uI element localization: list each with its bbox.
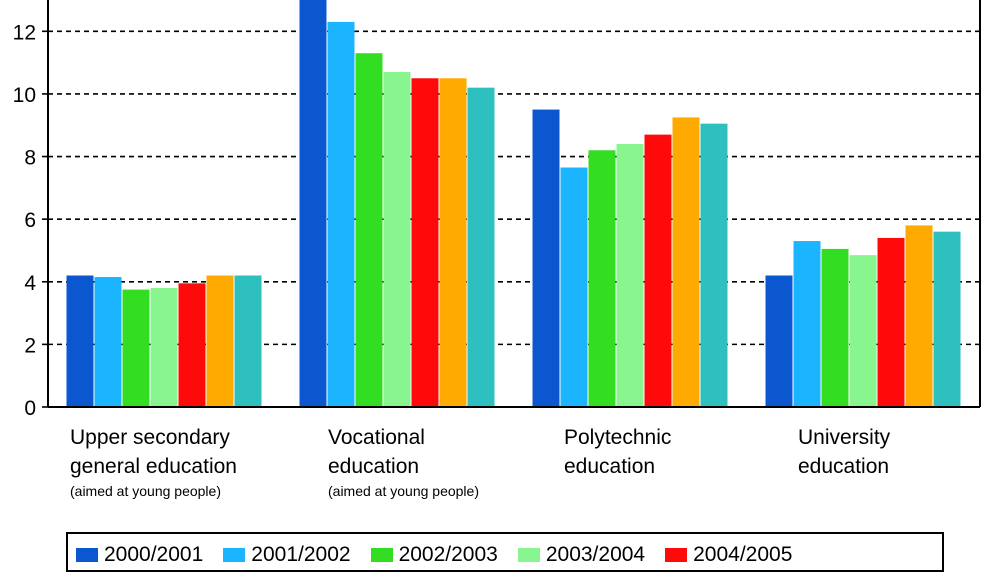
- y-tick-label: 8: [24, 147, 36, 170]
- y-tick-label: 10: [13, 84, 36, 107]
- bar-2006-2007-cat4: [933, 231, 961, 407]
- y-tick-label: 12: [13, 21, 36, 44]
- bar-2003-2004-cat4: [849, 255, 877, 407]
- bar-2002-2003-cat3: [588, 150, 616, 407]
- x-category-label: Polytechnic education: [564, 423, 671, 481]
- category-note: (aimed at young people): [328, 483, 479, 499]
- bar-2005-2006-cat2: [439, 78, 467, 408]
- y-tick-label: 6: [24, 209, 36, 232]
- legend-label: 2004/2005: [693, 543, 793, 566]
- legend: 2000/2001 2001/2002 2002/2003 2003/2004 2004…: [66, 532, 944, 572]
- category-line2: education: [328, 455, 420, 478]
- bar-2006-2007-cat1: [234, 275, 262, 407]
- legend-swatch: [665, 548, 688, 562]
- category-line1: Vocational: [328, 426, 425, 449]
- category-line1: University: [798, 426, 891, 449]
- category-note: (aimed at young people): [70, 483, 221, 499]
- bar-2002-2003-cat1: [122, 289, 150, 407]
- x-category-label: University education: [798, 423, 890, 481]
- bar-2002-2003-cat4: [821, 248, 849, 407]
- legend-item: 2002/2003: [370, 543, 498, 566]
- legend-item: 2001/2002: [223, 543, 351, 566]
- legend-swatch: [76, 548, 98, 562]
- bar-2001-2002-cat1: [94, 277, 122, 407]
- category-line1: Polytechnic: [564, 426, 672, 449]
- bar-2000-2001-cat1: [66, 275, 94, 407]
- bar-2006-2007-cat3: [700, 123, 728, 408]
- bar-2000-2001-cat3: [532, 109, 560, 408]
- category-line2: education: [564, 455, 656, 478]
- legend-label: 2000/2001: [104, 543, 204, 566]
- legend-label: 2003/2004: [545, 543, 646, 566]
- category-line2: general education: [70, 455, 237, 478]
- bar-2003-2004-cat2: [383, 72, 411, 407]
- bar-2001-2002-cat2: [327, 21, 355, 408]
- bar-2005-2006-cat1: [206, 275, 234, 407]
- category-line1: Upper secondary: [70, 426, 230, 449]
- bar-2004-2005-cat1: [178, 283, 206, 407]
- legend-label: 2002/2003: [398, 543, 498, 566]
- y-tick-label: 0: [24, 397, 36, 420]
- bar-2004-2005-cat3: [644, 134, 672, 407]
- y-tick-label: 4: [24, 272, 36, 295]
- bars: [66, 0, 961, 408]
- bar-2006-2007-cat2: [467, 87, 495, 408]
- bar-2004-2005-cat4: [877, 237, 905, 407]
- legend-swatch: [370, 548, 393, 562]
- category-line2: education: [798, 455, 890, 478]
- x-category-label: Vocational education (aimed at young peopl…: [328, 423, 479, 501]
- axes: 0 2 4 6 8 10 12: [13, 0, 981, 420]
- legend-item: 2003/2004: [517, 543, 646, 566]
- legend-label: 2001/2002: [251, 543, 351, 566]
- bar-2001-2002-cat3: [560, 167, 588, 407]
- bar-2003-2004-cat3: [616, 144, 644, 407]
- y-tick-label: 2: [24, 334, 36, 357]
- bar-2000-2001-cat2: [299, 0, 327, 407]
- legend-item: 2000/2001: [76, 544, 203, 566]
- bar-2005-2006-cat3: [672, 117, 700, 408]
- bar-2002-2003-cat2: [355, 53, 383, 407]
- legend-swatch: [517, 548, 540, 562]
- bar-2005-2006-cat4: [905, 225, 933, 407]
- x-category-label: Upper secondary general education (aimed a…: [70, 423, 237, 501]
- legend-item: 2004/2005: [665, 544, 792, 566]
- bar-2003-2004-cat1: [150, 288, 178, 407]
- legend-swatch: [223, 548, 246, 562]
- bar-2001-2002-cat4: [793, 241, 821, 407]
- bar-2000-2001-cat4: [765, 275, 793, 407]
- bar-2004-2005-cat2: [411, 78, 439, 408]
